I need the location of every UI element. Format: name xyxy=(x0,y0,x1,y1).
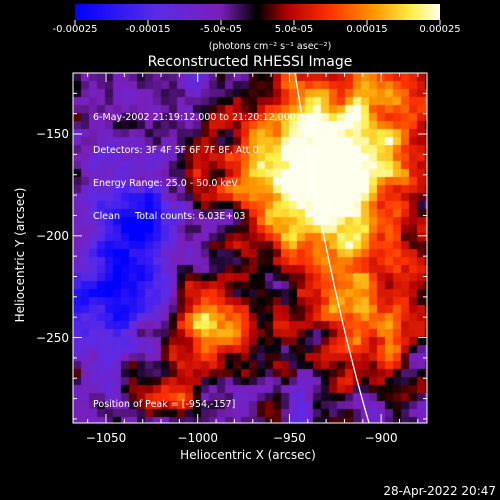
colorbar-label: (photons cm⁻² s⁻¹ asec⁻²) xyxy=(208,41,332,52)
x-axis-label: Heliocentric X (arcsec) xyxy=(180,448,316,462)
x-tick-label: −900 xyxy=(364,431,398,445)
info-text: 6-May-2002 21:19:12.000 to 21:20:12.000 … xyxy=(93,90,296,244)
x-tick-label: −950 xyxy=(272,431,306,445)
solar-limb-line xyxy=(294,72,370,424)
colorbar-tick-label: 5.0e-05 xyxy=(274,24,314,35)
timestamp: 28-Apr-2022 20:47 xyxy=(383,484,496,498)
x-tick-label: −1050 xyxy=(85,431,127,445)
colorbar-tick-label: -0.00015 xyxy=(125,24,171,35)
info-clean-counts: Clean Total counts: 6.03E+03 xyxy=(93,211,246,222)
info-detectors: Detectors: 3F 4F 5F 6F 7F 8F, Att 0 xyxy=(93,145,259,156)
y-tick-label: −150 xyxy=(36,127,69,142)
peak-position-text: Position of Peak = [-954,-157] xyxy=(93,399,236,410)
colorbar xyxy=(74,4,441,25)
info-energy-range: Energy Range: 25.0 - 50.0 keV xyxy=(93,178,238,189)
colorbar-tick-label: 0.00015 xyxy=(346,24,388,35)
colorbar-tick-label: 0.00025 xyxy=(419,24,461,35)
y-axis-label: Heliocentric Y (arcsec) xyxy=(13,187,27,323)
colorbar-ticks xyxy=(74,20,441,25)
plot-title: Reconstructed RHESSI Image xyxy=(147,54,353,70)
y-tick-label: −200 xyxy=(36,228,69,243)
y-tick-label: −250 xyxy=(36,330,69,345)
colorbar-tick-label: -5.0e-05 xyxy=(200,24,242,35)
image-plot: 6-May-2002 21:19:12.000 to 21:20:12.000 … xyxy=(73,72,427,424)
info-time-range: 6-May-2002 21:19:12.000 to 21:20:12.000 xyxy=(93,112,296,123)
colorbar-tick-label: -0.00025 xyxy=(52,24,98,35)
colorbar-gradient xyxy=(75,4,440,20)
x-tick-label: −1000 xyxy=(177,431,219,445)
